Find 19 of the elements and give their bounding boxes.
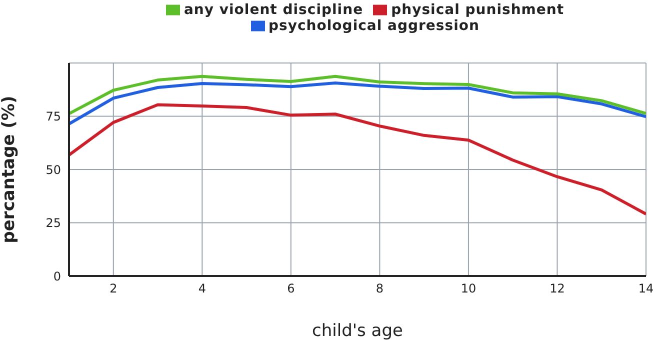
x-tick-label: 2: [110, 282, 118, 296]
legend-label: psychological aggression: [268, 18, 480, 34]
x-tick-label: 14: [638, 282, 654, 296]
y-tick-label: 0: [53, 269, 61, 284]
y-tick-label: 75: [46, 110, 61, 124]
y-axis-title: percantage (%): [0, 96, 20, 244]
legend-label: physical punishment: [391, 2, 564, 18]
x-tick-label: 12: [550, 282, 565, 296]
x-axis-title: child's age: [312, 321, 403, 340]
legend-label: any violent discipline: [184, 2, 364, 18]
x-tick-label: 8: [376, 282, 384, 296]
y-tick-label: 50: [46, 162, 61, 177]
line-series: [69, 74, 646, 116]
line-series: [69, 103, 646, 216]
x-tick-label: 6: [287, 282, 295, 296]
y-tick-label: 25: [46, 216, 61, 230]
x-tick-label: 4: [198, 282, 206, 296]
line-series: [69, 82, 646, 126]
x-tick-label: 10: [460, 282, 476, 296]
